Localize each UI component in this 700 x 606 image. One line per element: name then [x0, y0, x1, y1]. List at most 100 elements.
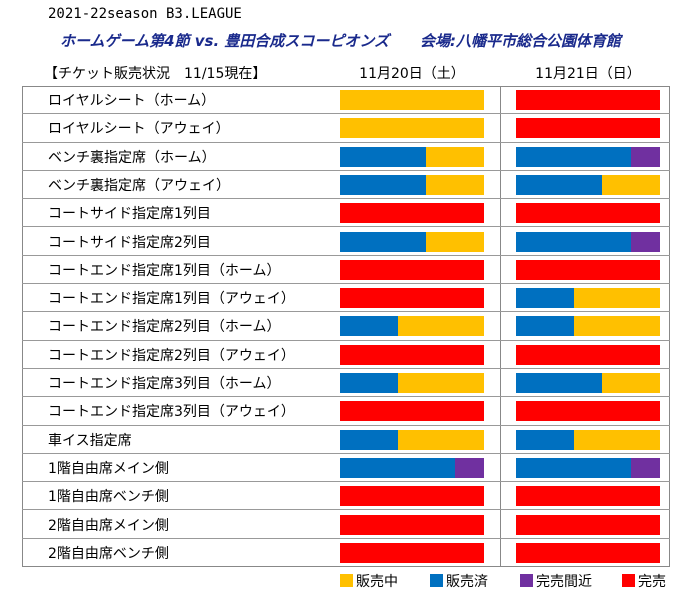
- status-segment-sold-out: [516, 259, 660, 280]
- status-segment-on-sale: [573, 316, 660, 337]
- status-bar-day1: [340, 514, 484, 535]
- game-title: ホームゲーム第4節 vs. 豊田合成スコーピオンズ: [60, 32, 390, 50]
- legend-label: 販売中: [356, 574, 398, 590]
- seat-type-label: ロイヤルシート（アウェイ）: [48, 121, 230, 138]
- status-segment-sold: [340, 231, 427, 252]
- status-bar-day2: [516, 316, 660, 337]
- status-segment-sold: [340, 457, 456, 478]
- status-bar-day1: [340, 146, 484, 167]
- seat-type-label: 1階自由席ベンチ側: [48, 489, 169, 506]
- status-segment-sold: [516, 231, 632, 252]
- status-segment-sold: [516, 457, 632, 478]
- table-row: 1階自由席メイン側: [22, 454, 670, 483]
- table-row: ロイヤルシート（ホーム）: [22, 86, 670, 115]
- status-segment-sold: [516, 316, 574, 337]
- status-segment-sold: [340, 316, 398, 337]
- status-segment-on-sale: [340, 118, 484, 139]
- status-segment-on-sale: [602, 373, 660, 393]
- status-bar-day2: [516, 457, 660, 478]
- table-row: コートサイド指定席2列目: [22, 228, 670, 256]
- venue-label: 会場:八幡平市総合公園体育館: [420, 32, 621, 50]
- seat-type-label: コートサイド指定席2列目: [48, 234, 211, 251]
- status-segment-sold: [340, 429, 398, 450]
- status-segment-sold-out: [340, 542, 484, 563]
- status-segment-sold: [516, 146, 632, 167]
- legend-swatch: [520, 574, 533, 587]
- status-bar-day1: [340, 259, 484, 280]
- status-segment-sold-out: [340, 344, 484, 365]
- table-row: 2階自由席ベンチ側: [22, 539, 670, 567]
- table-row: ロイヤルシート（アウェイ）: [22, 114, 670, 143]
- status-segment-sold-out: [516, 203, 660, 224]
- status-segment-sold-out: [516, 90, 660, 110]
- table-row: ベンチ裏指定席（アウェイ）: [22, 171, 670, 200]
- status-segment-almost: [631, 146, 660, 167]
- status-segment-sold: [340, 146, 427, 167]
- season-title: 2021-22season B3.LEAGUE: [48, 6, 242, 22]
- status-bar-day1: [340, 401, 484, 422]
- status-segment-on-sale: [426, 174, 484, 195]
- status-bar-day1: [340, 344, 484, 365]
- status-bar-day2: [516, 401, 660, 422]
- seat-type-label: ロイヤルシート（ホーム）: [48, 93, 216, 109]
- status-bar-day1: [340, 486, 484, 507]
- status-segment-sold-out: [516, 118, 660, 139]
- status-bar-day1: [340, 288, 484, 309]
- date-column-2-header: 11月21日（日）: [535, 66, 641, 82]
- status-segment-sold-out: [340, 259, 484, 280]
- table-row: 2階自由席メイン側: [22, 511, 670, 539]
- seat-type-label: コートサイド指定席1列目: [48, 206, 211, 223]
- status-segment-sold-out: [340, 288, 484, 309]
- status-segment-sold: [340, 174, 427, 195]
- legend-swatch: [430, 574, 443, 587]
- status-segment-sold-out: [516, 542, 660, 563]
- status-bar-day1: [340, 429, 484, 450]
- status-bar-day2: [516, 146, 660, 167]
- seat-type-label: 2階自由席ベンチ側: [48, 545, 169, 562]
- status-label: 【チケット販売状況 11/15現在】: [44, 66, 267, 82]
- status-segment-on-sale: [573, 429, 660, 450]
- status-segment-sold: [516, 429, 574, 450]
- table-row: コートエンド指定席1列目（アウェイ）: [22, 284, 670, 313]
- status-bar-day2: [516, 231, 660, 252]
- status-bar-day1: [340, 542, 484, 563]
- status-bar-day1: [340, 316, 484, 337]
- table-row: ベンチ裏指定席（ホーム）: [22, 143, 670, 171]
- status-bar-day1: [340, 457, 484, 478]
- status-segment-sold-out: [516, 401, 660, 422]
- status-bar-day2: [516, 90, 660, 110]
- status-bar-day1: [340, 90, 484, 110]
- status-bar-day1: [340, 118, 484, 139]
- status-segment-sold-out: [340, 486, 484, 507]
- status-bar-day2: [516, 486, 660, 507]
- table-row: コートサイド指定席1列目: [22, 199, 670, 228]
- seat-type-label: コートエンド指定席3列目（ホーム）: [48, 376, 281, 392]
- status-bar-day1: [340, 373, 484, 393]
- status-segment-on-sale: [397, 373, 484, 393]
- status-segment-on-sale: [397, 429, 484, 450]
- table-row: コートエンド指定席3列目（アウェイ）: [22, 397, 670, 426]
- seat-type-label: コートエンド指定席1列目（アウェイ）: [48, 291, 295, 308]
- seat-type-label: コートエンド指定席3列目（アウェイ）: [48, 404, 295, 421]
- status-segment-sold-out: [516, 514, 660, 535]
- status-bar-day1: [340, 203, 484, 224]
- table-row: コートエンド指定席3列目（ホーム）: [22, 369, 670, 398]
- status-segment-on-sale: [426, 231, 484, 252]
- legend-swatch: [622, 574, 635, 587]
- status-segment-sold: [340, 373, 398, 393]
- status-bar-day2: [516, 514, 660, 535]
- seat-type-label: ベンチ裏指定席（ホーム）: [48, 149, 216, 166]
- seat-type-label: 1階自由席メイン側: [48, 460, 169, 477]
- status-bar-day1: [340, 174, 484, 195]
- status-segment-almost: [631, 457, 660, 478]
- table-row: コートエンド指定席2列目（ホーム）: [22, 312, 670, 341]
- status-bar-day1: [340, 231, 484, 252]
- status-bar-day2: [516, 118, 660, 139]
- legend-swatch: [340, 574, 353, 587]
- status-bar-day2: [516, 429, 660, 450]
- column-divider: [500, 86, 501, 567]
- table-row: 1階自由席ベンチ側: [22, 482, 670, 511]
- ticket-status-table: [22, 86, 670, 567]
- status-bar-day2: [516, 344, 660, 365]
- seat-type-label: コートエンド指定席2列目（ホーム）: [48, 319, 281, 336]
